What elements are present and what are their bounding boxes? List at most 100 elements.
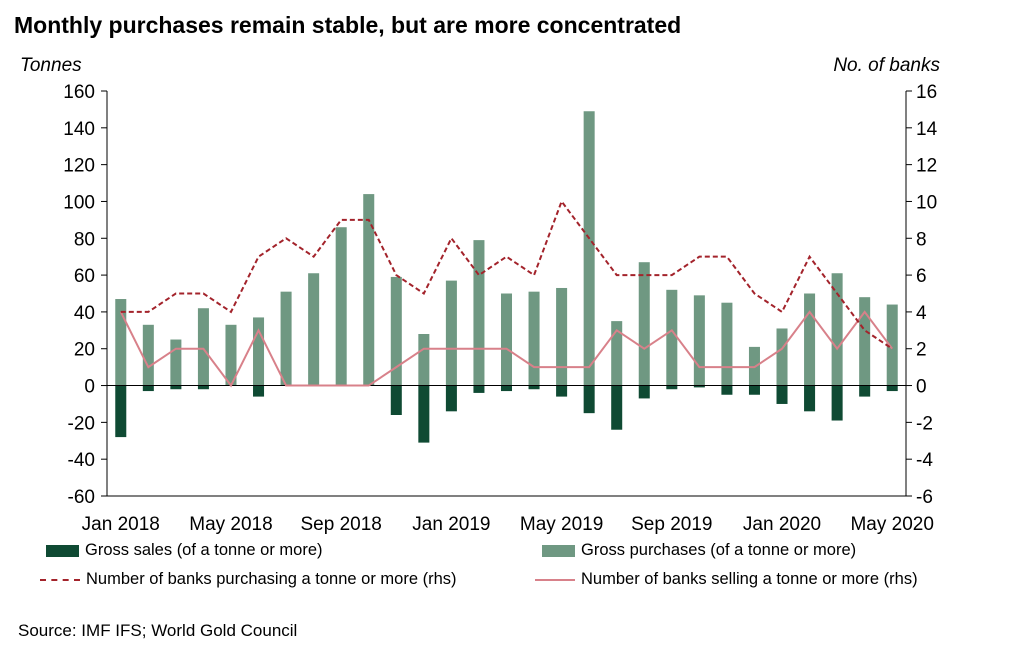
y-tick-label-left: 160 [63,82,95,103]
legend-label-gross-sales: Gross sales (of a tonne or more) [85,541,323,559]
bar-gross-purchases [611,321,623,386]
y-tick-label-left: 140 [63,119,95,140]
bar-gross-sales [886,385,898,392]
y-tick-label-right: 14 [916,119,938,140]
y-axis-label-left: Tonnes [20,55,82,76]
bar-gross-sales [611,385,623,430]
line-banks-purchasing [120,199,893,350]
bar-gross-purchases [638,262,650,386]
bar-gross-purchases [473,240,485,386]
legend-banks-selling: Number of banks selling a tonne or more … [535,570,918,589]
y-tick-label-right: 6 [916,266,927,287]
bar-gross-purchases [363,194,375,386]
y-tick-label-right: -4 [916,450,933,471]
y-tick-label-right: 8 [916,229,927,250]
y-axis-label-right: No. of banks [833,55,940,76]
bar-gross-purchases [418,334,430,386]
source-note: Source: IMF IFS; World Gold Council [18,621,298,640]
y-tick-label-right: -2 [916,413,933,434]
y-tick-label-right: 16 [916,82,937,103]
bar-gross-purchases [390,276,402,386]
chart: 160 140 120 100 80 60 40 20 0 -20 -40 -60 16 14 12 10 8 6… [63,82,938,535]
x-tick-label: May 2018 [189,514,272,535]
bar-gross-purchases [225,324,237,386]
y-tick-label-left: 80 [74,229,95,250]
bar-gross-purchases [528,291,540,386]
y-tick-label-left: 20 [74,340,95,361]
bar-gross-sales [390,385,402,415]
bar-gross-sales [170,385,182,390]
y-tick-label-right: 12 [916,156,937,177]
y-tick-label-left: 40 [74,303,95,324]
x-tick-label: Sep 2018 [301,514,382,535]
legend-label-gross-purchases: Gross purchases (of a tonne or more) [581,541,857,559]
x-tick-label: May 2020 [850,514,933,535]
bar-gross-sales [197,385,209,390]
bar-gross-purchases [583,111,595,386]
bar-gross-purchases [280,291,292,386]
y-tick-label-left: -60 [68,487,95,508]
bar-gross-purchases [804,293,816,386]
y-tick-label-left: -20 [68,413,95,434]
bar-gross-sales [556,385,568,397]
y-tick-label-right: -6 [916,487,933,508]
legend-swatch-banks-purchasing [40,578,80,581]
legend-banks-purchasing: Number of banks purchasing a tonne or mo… [40,570,457,589]
bar-gross-sales [804,385,816,412]
bar-gross-sales [528,385,540,390]
y-tick-label-left: -40 [68,450,95,471]
x-tick-label: Jan 2020 [743,514,821,535]
bar-gross-purchases [197,308,209,386]
y-tick-label-left: 60 [74,266,95,287]
bar-gross-sales [115,385,127,438]
bar-gross-purchases [115,299,127,386]
bar-gross-sales [500,385,513,392]
bar-gross-sales [693,385,705,388]
bar-gross-purchases [253,317,265,386]
y-tick-label-right: 0 [916,377,927,398]
bar-gross-sales [418,385,430,443]
bar-gross-sales [253,385,265,397]
bar-gross-purchases [500,293,513,386]
bar-gross-sales [721,385,733,395]
y-tick-label-left: 100 [63,192,95,213]
bar-gross-sales [473,385,485,393]
bar-gross-sales [776,385,788,404]
x-tick-label: Sep 2019 [631,514,712,535]
x-tick-label: Jan 2019 [412,514,490,535]
bar-gross-purchases [693,295,705,386]
bar-gross-purchases [859,297,871,386]
legend-label-banks-purchasing: Number of banks purchasing a tonne or mo… [86,570,457,588]
x-tick-label: Jan 2018 [82,514,160,535]
line-banks-selling [119,310,894,388]
bar-gross-sales [748,385,760,395]
legend-swatch-gross-purchases [542,544,575,557]
bar-gross-sales [142,385,154,392]
bar-gross-purchases [142,324,154,386]
chart-title: Monthly purchases remain stable, but are… [14,12,682,38]
legend-label-banks-selling: Number of banks selling a tonne or more … [581,570,918,588]
bar-gross-purchases [445,280,457,386]
legend-swatch-banks-selling [535,578,575,581]
bar-gross-purchases [666,289,678,386]
bar-gross-sales [859,385,871,397]
bar-gross-purchases [556,287,568,386]
bar-gross-purchases [886,304,898,386]
legend-gross-sales: Gross sales (of a tonne or more) [46,541,323,560]
bar-gross-sales [831,385,843,421]
bar-gross-purchases [170,339,182,386]
legend-gross-purchases: Gross purchases (of a tonne or more) [542,541,856,560]
bar-gross-purchases [308,273,320,386]
bar-gross-sales [638,385,650,399]
y-tick-label-right: 2 [916,340,927,361]
bar-gross-sales [445,385,457,412]
bar-gross-purchases [776,328,788,386]
x-tick-label: May 2019 [520,514,603,535]
y-tick-label-right: 10 [916,192,937,213]
y-tick-label-left: 120 [63,156,95,177]
y-tick-label-right: 4 [916,303,927,324]
bar-gross-purchases [721,302,733,386]
legend-swatch-gross-sales [46,544,79,557]
bar-gross-purchases [335,227,347,386]
bar-gross-sales [666,385,678,390]
